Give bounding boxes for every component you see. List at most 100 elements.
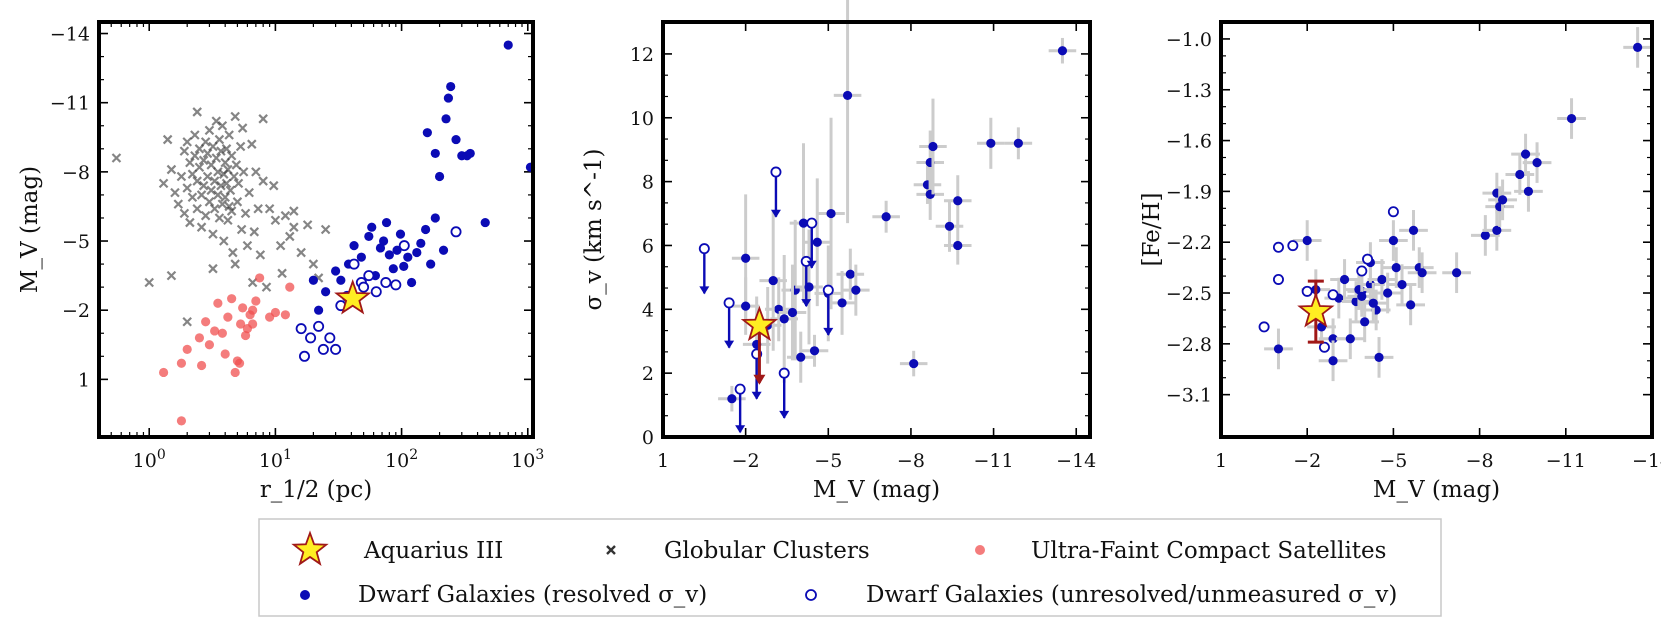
dwarf-unresolved-point bbox=[1287, 240, 1299, 252]
x-tick-label: −5 bbox=[814, 450, 842, 472]
legend-aquarius: Aquarius III bbox=[291, 530, 503, 566]
y-tick-label: 8 bbox=[642, 172, 654, 194]
dwarf-resolved-point bbox=[1377, 274, 1387, 285]
ufcs-point bbox=[176, 358, 187, 368]
globular-cluster-point bbox=[166, 270, 177, 281]
globular-cluster-point bbox=[285, 231, 295, 242]
series-x bbox=[111, 107, 331, 327]
dwarf-resolved-point bbox=[422, 128, 432, 138]
x-tick-label: 1 bbox=[1215, 450, 1227, 472]
globular-cluster-point bbox=[217, 120, 228, 131]
globular-cluster-point bbox=[196, 222, 207, 232]
globular-cluster-point bbox=[235, 141, 246, 152]
panel-size-magnitude: 100 101 102 103 −14 −11 −8 −5 −2 1 r_1/2 (pc) M_V (… bbox=[17, 20, 544, 503]
y-tick-label: 0 bbox=[642, 427, 654, 449]
ufcs-point bbox=[213, 298, 223, 308]
dwarf-resolved-point bbox=[953, 196, 963, 206]
globular-cluster-point bbox=[258, 176, 268, 186]
y-axis-label: [Fe/H] bbox=[1139, 192, 1165, 266]
globular-cluster-point bbox=[238, 167, 249, 177]
dwarf-unresolved-point bbox=[1327, 289, 1339, 301]
upper-limit-arrow-head bbox=[699, 286, 710, 295]
series-o-filled bbox=[1264, 27, 1652, 382]
globular-cluster-point bbox=[194, 162, 205, 173]
dwarf-unresolved-point bbox=[806, 217, 818, 229]
globular-cluster-point bbox=[214, 134, 225, 145]
dwarf-unresolved-point bbox=[1356, 265, 1368, 277]
dwarf-unresolved-point bbox=[313, 320, 325, 332]
ufcs-point bbox=[236, 319, 246, 329]
y-tick-label: 6 bbox=[642, 235, 654, 257]
dwarf-resolved-point bbox=[426, 259, 436, 269]
globular-cluster-point bbox=[211, 153, 222, 163]
upper-limit-arrow-head bbox=[806, 260, 817, 269]
globular-cluster-point bbox=[255, 250, 266, 260]
globular-cluster-point bbox=[198, 180, 209, 191]
dwarf-resolved-point bbox=[986, 138, 996, 148]
globular-cluster-point bbox=[200, 137, 211, 147]
globular-cluster-point bbox=[219, 236, 229, 246]
legend-dwarf-unresolved-marker bbox=[805, 589, 817, 601]
ufcs-point bbox=[240, 330, 251, 341]
legend-dwarf-resolved-marker bbox=[300, 590, 310, 600]
upper-limit-arrow-head bbox=[779, 410, 790, 419]
globular-cluster-point bbox=[202, 171, 213, 182]
legend-dwarf-resolved: Dwarf Galaxies (resolved σ_v) bbox=[300, 582, 707, 608]
legend-label-dwarf-resolved: Dwarf Galaxies (resolved σ_v) bbox=[358, 582, 707, 608]
globular-cluster-point bbox=[240, 208, 251, 219]
upper-limit-arrow-head bbox=[770, 209, 781, 218]
dwarf-resolved-point bbox=[1492, 225, 1502, 235]
ufcs-point bbox=[248, 305, 258, 315]
dwarf-unresolved-point bbox=[778, 367, 790, 379]
dwarf-resolved-point bbox=[881, 212, 891, 222]
globular-cluster-point bbox=[213, 190, 223, 200]
globular-cluster-point bbox=[192, 107, 202, 117]
dwarf-resolved-point bbox=[336, 275, 346, 285]
globular-cluster-point bbox=[179, 208, 190, 219]
globular-cluster-point bbox=[224, 201, 234, 212]
dwarf-resolved-point bbox=[367, 222, 377, 232]
dwarf-unresolved-point bbox=[324, 332, 336, 344]
dwarf-resolved-point bbox=[944, 221, 955, 231]
globular-cluster-point bbox=[198, 155, 209, 166]
dwarf-resolved-point bbox=[1532, 157, 1542, 168]
globular-cluster-point bbox=[213, 167, 223, 177]
globular-cluster-point bbox=[226, 150, 237, 161]
legend-ufcs-marker bbox=[975, 545, 985, 555]
globular-cluster-point bbox=[226, 206, 237, 216]
globular-cluster-point bbox=[217, 199, 228, 209]
dwarf-resolved-point bbox=[1013, 138, 1023, 148]
globular-cluster-point bbox=[208, 229, 218, 239]
legend-label-aquarius: Aquarius III bbox=[363, 538, 503, 564]
dwarf-resolved-point bbox=[388, 264, 398, 274]
globular-cluster-point bbox=[231, 160, 242, 170]
aquarius-star bbox=[740, 305, 779, 342]
x-tick-label: 102 bbox=[385, 447, 418, 472]
dwarf-unresolved-point bbox=[398, 240, 410, 252]
dwarf-unresolved-point bbox=[295, 323, 307, 335]
ufcs-point bbox=[217, 328, 227, 338]
globular-cluster-point bbox=[192, 203, 202, 214]
globular-cluster-point bbox=[232, 197, 243, 207]
globular-cluster-point bbox=[247, 139, 257, 149]
ufcs-point bbox=[210, 326, 220, 336]
globular-cluster-point bbox=[206, 185, 216, 196]
dwarf-resolved-point bbox=[779, 314, 789, 324]
dwarf-resolved-point bbox=[1523, 186, 1534, 196]
globular-cluster-point bbox=[182, 183, 192, 193]
dwarf-resolved-point bbox=[1273, 344, 1284, 354]
legend-ufcs: Ultra-Faint Compact Satellites bbox=[975, 538, 1386, 564]
series-o-filled bbox=[158, 273, 295, 426]
globular-cluster-point bbox=[270, 215, 281, 226]
legend: Aquarius III Globular Clusters Ultra-Fai… bbox=[258, 518, 1442, 617]
dwarf-resolved-point bbox=[503, 40, 513, 50]
dwarf-resolved-point bbox=[928, 141, 938, 152]
dwarf-resolved-point bbox=[953, 240, 963, 251]
dwarf-resolved-point bbox=[1302, 235, 1312, 246]
y-tick-label: −2.8 bbox=[1166, 334, 1212, 356]
globular-cluster-point bbox=[302, 220, 313, 230]
dwarf-resolved-point bbox=[1357, 291, 1367, 302]
globular-cluster-point bbox=[229, 171, 239, 182]
globular-cluster-point bbox=[277, 268, 287, 279]
dwarf-resolved-point bbox=[809, 346, 820, 356]
